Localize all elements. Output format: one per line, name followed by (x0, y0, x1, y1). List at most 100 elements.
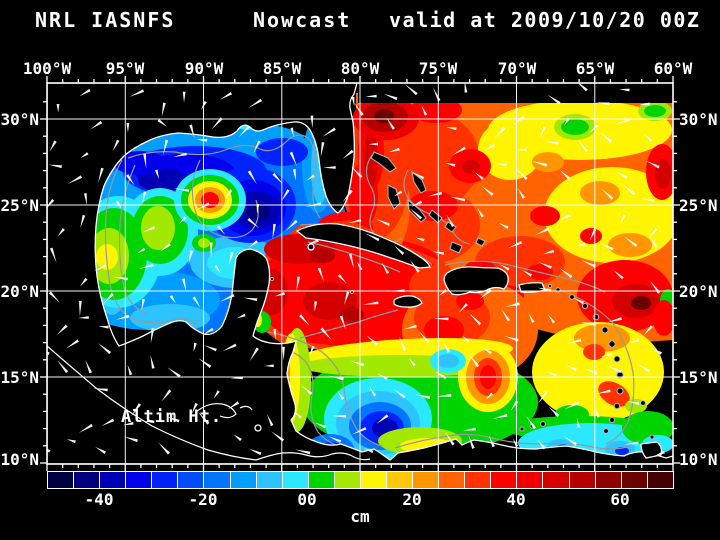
vector-arrow (337, 274, 347, 284)
vector-arrow (606, 365, 622, 373)
vector-arrow (547, 94, 561, 105)
vector-arrow (492, 413, 508, 419)
vector-arrow (462, 427, 476, 431)
vector-arrow (342, 189, 353, 203)
vector-arrow (381, 262, 390, 274)
vector-arrows (47, 83, 665, 457)
lat-tick-label-right: 10°N (679, 450, 718, 469)
vector-arrow (577, 83, 588, 92)
vector-arrow (566, 365, 577, 372)
vector-arrow (243, 297, 258, 302)
vector-arrow (393, 245, 405, 255)
vector-arrow (273, 328, 277, 341)
vector-arrow (504, 302, 520, 307)
vector-arrow (601, 188, 614, 200)
vector-arrow (546, 371, 557, 377)
vector-arrow (504, 335, 519, 342)
lon-tick-label: 65°W (575, 59, 615, 78)
vector-arrow (542, 249, 555, 255)
vector-arrow (404, 324, 417, 330)
vector-arrow (66, 339, 79, 349)
vector-arrow (353, 102, 364, 116)
vector-arrow (427, 191, 443, 197)
vector-arrow (388, 147, 400, 153)
vector-arrow (595, 102, 610, 106)
colorbar-cell (334, 472, 361, 488)
colorbar-cell (48, 472, 75, 488)
vector-arrow (322, 127, 336, 137)
colorbar-cell (152, 472, 179, 488)
vector-arrow (48, 291, 60, 303)
vector-arrow (474, 172, 484, 180)
vector-arrow (314, 301, 318, 312)
colorbar-tick-label: 20 (402, 490, 422, 509)
lat-tick-label-left: 25°N (0, 196, 39, 215)
vector-arrow (515, 168, 528, 180)
colorbar-cell (178, 472, 205, 488)
vector-arrow (654, 450, 665, 457)
vector-arrow (522, 270, 533, 277)
colorbar-tick-label: -40 (84, 490, 114, 509)
vector-arrow (510, 400, 519, 412)
vector-arrow (102, 293, 114, 305)
vector-arrow (433, 317, 449, 321)
vector-arrow (331, 414, 347, 418)
vector-arrow (517, 148, 527, 152)
vector-arrow (282, 346, 285, 361)
colorbar-unit: cm (350, 507, 370, 526)
vector-arrow (305, 239, 319, 246)
vector-arrow (314, 422, 326, 429)
vector-arrow (622, 184, 636, 196)
vector-arrow (458, 303, 468, 313)
vector-arrow (143, 420, 155, 424)
vector-arrow (296, 276, 300, 293)
vector-arrow (160, 243, 171, 252)
cozumel (269, 276, 275, 282)
field-atlantic (356, 93, 673, 345)
vector-arrow (559, 170, 571, 180)
vector-arrow (415, 237, 425, 242)
vector-arrow (386, 117, 395, 130)
vector-arrow (365, 94, 377, 98)
vector-arrow (445, 431, 455, 446)
vector-arrow (66, 439, 76, 444)
vector-arrow (211, 117, 223, 130)
colorbar-cell (256, 472, 283, 488)
vector-arrow (624, 236, 638, 247)
vector-arrow (444, 162, 456, 167)
colorbar-cell (387, 472, 414, 488)
lat-tick-label-left: 10°N (0, 450, 39, 469)
vector-arrow (628, 401, 640, 405)
vector-arrow (649, 227, 658, 238)
bahamas-islands (370, 151, 486, 254)
vector-arrow (112, 276, 128, 281)
vector-arrow (493, 126, 506, 139)
vector-arrow (101, 418, 115, 427)
vector-arrow (328, 436, 342, 443)
colorbar-cell (595, 472, 622, 488)
vector-arrow (248, 448, 262, 456)
vector-arrow (464, 83, 468, 93)
colorbar-cell (126, 472, 153, 488)
title-valid-time: valid at 2009/10/20 00Z (389, 8, 701, 32)
vector-arrow (528, 313, 535, 323)
title-model: NRL IASNFS (35, 8, 176, 32)
vector-arrow (421, 105, 428, 116)
vector-arrow (274, 292, 286, 297)
colorbar-cell (621, 472, 648, 488)
vector-arrow (499, 264, 510, 271)
colorbar-tick-label: 60 (610, 490, 630, 509)
vector-arrow (80, 214, 86, 229)
colorbar-cell (439, 472, 466, 488)
vector-arrow (589, 228, 597, 241)
vector-arrow (248, 98, 263, 108)
colorbar-tick-label: 40 (506, 490, 526, 509)
vector-arrow (351, 96, 355, 107)
lon-tick-label: 80°W (340, 59, 380, 78)
vector-arrow (137, 247, 146, 254)
vector-arrow (615, 118, 630, 124)
lat-tick-label-right: 25°N (679, 196, 718, 215)
colorbar-cell (282, 472, 309, 488)
vector-arrow (204, 345, 217, 352)
vector-arrow (537, 391, 548, 404)
